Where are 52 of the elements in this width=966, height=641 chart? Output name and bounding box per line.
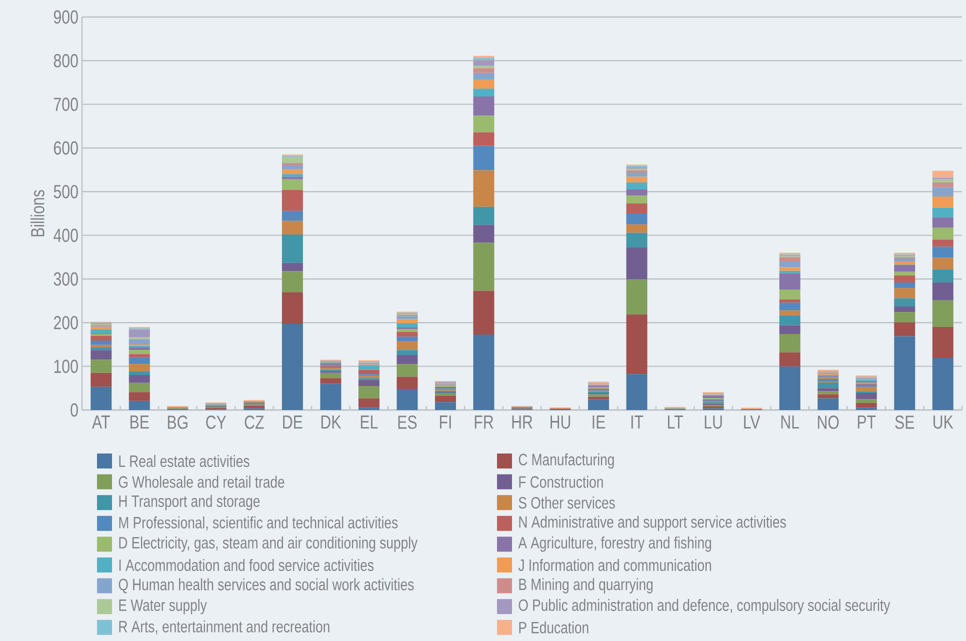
x-tick-label: BE — [130, 416, 149, 429]
y-tick-label: 300 — [54, 272, 78, 286]
x-tick-label: PT — [858, 416, 876, 429]
legend-label: J Information and communication — [518, 558, 712, 572]
x-tick-label: LT — [668, 416, 683, 429]
legend-label: P Education — [519, 621, 588, 634]
legend-label: G Wholesale and retail trade — [118, 476, 284, 488]
x-tick-label: AT — [92, 416, 110, 429]
legend-label: E Water supply — [119, 598, 207, 614]
x-tick-label: NL — [781, 416, 800, 429]
x-tick-label: DE — [283, 416, 302, 429]
legend-label: F Construction — [519, 476, 603, 488]
legend-label: S Other services — [518, 496, 615, 509]
x-tick-label: FI — [440, 416, 451, 429]
y-tick-label: 800 — [54, 54, 78, 68]
legend-label: D Electricity, gas, steam and air conditioning supply — [119, 536, 418, 552]
legend-label: L Real estate activities — [119, 454, 250, 468]
y-tick-label: 200 — [54, 316, 78, 330]
x-tick-label: IE — [592, 416, 606, 429]
x-tick-label: HR — [512, 416, 532, 429]
x-tick-label: DK — [321, 416, 342, 429]
y-axis-title: Billions — [30, 190, 44, 236]
legend-label: O Public administration and defence, compulsory social security — [518, 598, 890, 614]
legend-label: N Administrative and support service activities — [519, 516, 786, 532]
x-tick-label: HU — [550, 416, 570, 429]
x-tick-label: CZ — [244, 416, 264, 429]
x-tick-label: UK — [934, 416, 954, 429]
y-tick-label: 900 — [54, 10, 78, 24]
legend-label: H Transport and storage — [119, 494, 260, 510]
x-tick-label: ES — [398, 416, 417, 429]
legend-label: I Accommodation and food service activities — [119, 558, 374, 572]
legend-label: Q Human health services and social work activities — [118, 578, 414, 594]
y-tick-label: 400 — [54, 228, 78, 242]
x-tick-label: NO — [818, 416, 839, 429]
legend-label: A Agriculture, forestry and fishing — [518, 536, 712, 552]
y-tick-label: 0 — [70, 403, 78, 417]
legend-label: C Manufacturing — [518, 453, 614, 469]
x-tick-label: LU — [704, 416, 722, 429]
x-tick-label: IT — [631, 416, 644, 429]
x-tick-label: EL — [360, 416, 378, 429]
legend-label: B Mining and quarrying — [519, 578, 653, 594]
legend-label: R Arts, entertainment and recreation — [119, 620, 330, 634]
x-tick-label: FR — [474, 416, 494, 429]
y-tick-label: 500 — [54, 184, 78, 198]
y-tick-label: 700 — [54, 98, 78, 112]
x-tick-label: CY — [206, 416, 226, 429]
y-tick-label: 600 — [54, 141, 78, 155]
x-tick-label: BG — [168, 416, 188, 429]
y-tick-label: 100 — [54, 360, 78, 374]
x-tick-label: SE — [895, 416, 914, 429]
legend-label: M Professional, scientific and technical activities — [119, 516, 398, 530]
x-tick-label: LV — [744, 416, 760, 429]
